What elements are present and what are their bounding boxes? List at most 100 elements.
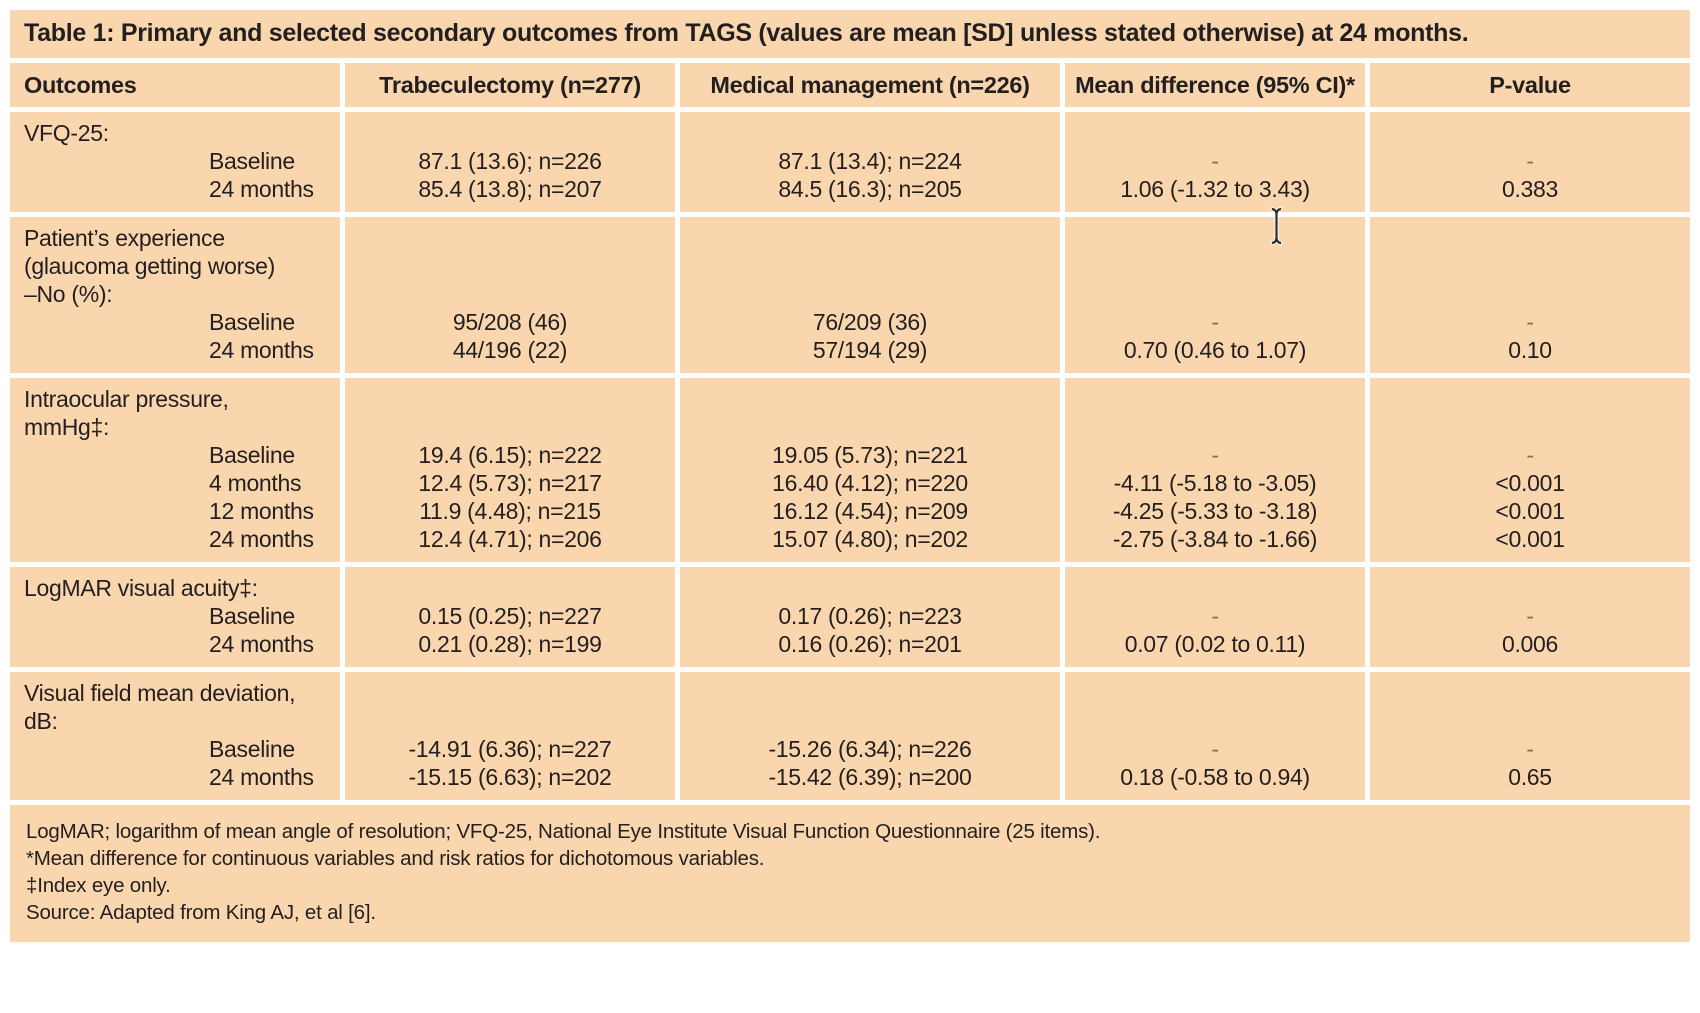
value: 0.18 (-0.58 to 0.94) — [1120, 764, 1310, 790]
value: 0.70 (0.46 to 1.07) — [1123, 337, 1307, 363]
sub-row-label: 24 months — [209, 631, 314, 657]
p-value-cell: - 0.006 — [1370, 567, 1690, 667]
sub-row-label: 24 months — [209, 764, 314, 790]
mean-difference-values-cell: - -4.11 (-5.18 to -3.05) -4.25 (-5.33 to… — [1065, 378, 1365, 562]
p-value-cell: - <0.001 <0.001 <0.001 — [1370, 378, 1690, 562]
sub-row-label: 4 months — [209, 470, 302, 496]
trabeculectomy-values-cell: 19.4 (6.15); n=222 12.4 (5.73); n=217 11… — [345, 378, 675, 562]
trabeculectomy-values-cell: 87.1 (13.6); n=226 85.4 (13.8); n=207 — [345, 112, 675, 212]
outcome-label-cell: VFQ-25: Baseline 24 months — [10, 112, 340, 212]
value: -4.25 (-5.33 to -3.18) — [1112, 498, 1318, 524]
table-header-row: Outcomes Trabeculectomy (n=277) Medical … — [10, 63, 1690, 107]
mean-difference-values-cell: - 0.70 (0.46 to 1.07) — [1065, 217, 1365, 373]
outcome-label-cell: Patient’s experience (glaucoma getting w… — [10, 217, 340, 373]
medical-management-values-cell: 76/209 (36) 57/194 (29) — [680, 217, 1060, 373]
value: 19.4 (6.15); n=222 — [418, 442, 602, 468]
dash-value: - — [1211, 309, 1219, 335]
sub-row-label: 12 months — [209, 498, 314, 524]
dash-value: - — [1526, 148, 1534, 174]
value: 87.1 (13.4); n=224 — [778, 148, 962, 174]
value: 0.16 (0.26); n=201 — [778, 631, 962, 657]
dash-value: - — [1526, 309, 1534, 335]
column-header-trabeculectomy: Trabeculectomy (n=277) — [345, 63, 675, 107]
p-value-cell: - 0.383 — [1370, 112, 1690, 212]
outcome-label: Patient’s experience — [24, 225, 225, 251]
mean-difference-values-cell: - 0.18 (-0.58 to 0.94) — [1065, 672, 1365, 800]
mean-difference-values-cell: - 1.06 (-1.32 to 3.43) — [1065, 112, 1365, 212]
trabeculectomy-values-cell: 95/208 (46) 44/196 (22) — [345, 217, 675, 373]
p-value-cell: - 0.65 — [1370, 672, 1690, 800]
value: 76/209 (36) — [812, 309, 928, 335]
sub-row-label: Baseline — [209, 148, 295, 174]
dash-value: - — [1211, 736, 1219, 762]
outcome-label-cell: Intraocular pressure, mmHg‡: Baseline 4 … — [10, 378, 340, 562]
value: 0.15 (0.25); n=227 — [418, 603, 602, 629]
sub-row-label: 24 months — [209, 337, 314, 363]
table-section-intraocular-pressure: Intraocular pressure, mmHg‡: Baseline 4 … — [10, 378, 1690, 562]
value: 11.9 (4.48); n=215 — [419, 498, 601, 524]
value: 85.4 (13.8); n=207 — [418, 176, 602, 202]
table-section-patient-experience: Patient’s experience (glaucoma getting w… — [10, 217, 1690, 373]
value: 12.4 (5.73); n=217 — [418, 470, 602, 496]
p-value-cell: - 0.10 — [1370, 217, 1690, 373]
value: -2.75 (-3.84 to -1.66) — [1112, 526, 1318, 552]
footnote: ‡Index eye only. — [26, 874, 171, 897]
value: 0.65 — [1508, 764, 1552, 790]
medical-management-values-cell: 0.17 (0.26); n=223 0.16 (0.26); n=201 — [680, 567, 1060, 667]
column-header-medical-management: Medical management (n=226) — [680, 63, 1060, 107]
outcome-label: Intraocular pressure, — [24, 386, 229, 412]
column-header-outcomes: Outcomes — [10, 63, 340, 107]
value: <0.001 — [1495, 498, 1565, 524]
value: -14.91 (6.36); n=227 — [408, 736, 612, 762]
column-header-mean-difference: Mean difference (95% CI)* — [1065, 63, 1365, 107]
table-title: Table 1: Primary and selected secondary … — [10, 10, 1690, 58]
outcome-label: dB: — [24, 708, 58, 734]
sub-row-label: Baseline — [209, 736, 295, 762]
outcome-label: (glaucoma getting worse) — [24, 253, 276, 279]
mean-difference-values-cell: - 0.07 (0.02 to 0.11) — [1065, 567, 1365, 667]
value: 0.383 — [1501, 176, 1559, 202]
medical-management-values-cell: -15.26 (6.34); n=226 -15.42 (6.39); n=20… — [680, 672, 1060, 800]
footnote: Source: Adapted from King AJ, et al [6]. — [26, 901, 376, 924]
sub-row-label: Baseline — [209, 603, 295, 629]
dash-value: - — [1526, 603, 1534, 629]
trabeculectomy-values-cell: 0.15 (0.25); n=227 0.21 (0.28); n=199 — [345, 567, 675, 667]
dash-value: - — [1211, 442, 1219, 468]
sub-row-label: 24 months — [209, 526, 314, 552]
value: -4.11 (-5.18 to -3.05) — [1113, 470, 1317, 496]
value: 84.5 (16.3); n=205 — [778, 176, 962, 202]
footnote: *Mean difference for continuous variable… — [26, 847, 765, 870]
sub-row-label: Baseline — [209, 442, 295, 468]
footnote: LogMAR; logarithm of mean angle of resol… — [26, 820, 1101, 843]
column-header-p-value: P-value — [1370, 63, 1690, 107]
table-footnotes: LogMAR; logarithm of mean angle of resol… — [10, 805, 1690, 942]
outcome-label: mmHg‡: — [24, 414, 110, 440]
value: 0.10 — [1508, 337, 1552, 363]
medical-management-values-cell: 19.05 (5.73); n=221 16.40 (4.12); n=220 … — [680, 378, 1060, 562]
outcome-label: –No (%): — [24, 281, 113, 307]
outcomes-table: Table 1: Primary and selected secondary … — [10, 10, 1690, 942]
value: <0.001 — [1495, 470, 1565, 496]
value: 0.07 (0.02 to 0.11) — [1124, 631, 1306, 657]
value: 12.4 (4.71); n=206 — [418, 526, 602, 552]
dash-value: - — [1211, 603, 1219, 629]
value: 87.1 (13.6); n=226 — [418, 148, 602, 174]
value: 0.006 — [1501, 631, 1559, 657]
sub-row-label: Baseline — [209, 309, 295, 335]
outcome-label-cell: LogMAR visual acuity‡: Baseline 24 month… — [10, 567, 340, 667]
value: 19.05 (5.73); n=221 — [772, 442, 968, 468]
value: -15.15 (6.63); n=202 — [408, 764, 612, 790]
value: 16.40 (4.12); n=220 — [772, 470, 968, 496]
outcome-label: Visual field mean deviation, — [24, 680, 296, 706]
value: 15.07 (4.80); n=202 — [772, 526, 968, 552]
value: 95/208 (46) — [452, 309, 568, 335]
sub-row-label: 24 months — [209, 176, 314, 202]
value: <0.001 — [1495, 526, 1565, 552]
medical-management-values-cell: 87.1 (13.4); n=224 84.5 (16.3); n=205 — [680, 112, 1060, 212]
value: 0.17 (0.26); n=223 — [778, 603, 962, 629]
outcome-label: LogMAR visual acuity‡: — [24, 575, 258, 601]
value: 0.21 (0.28); n=199 — [418, 631, 602, 657]
value: 44/196 (22) — [452, 337, 568, 363]
value: -15.42 (6.39); n=200 — [768, 764, 972, 790]
dash-value: - — [1526, 442, 1534, 468]
